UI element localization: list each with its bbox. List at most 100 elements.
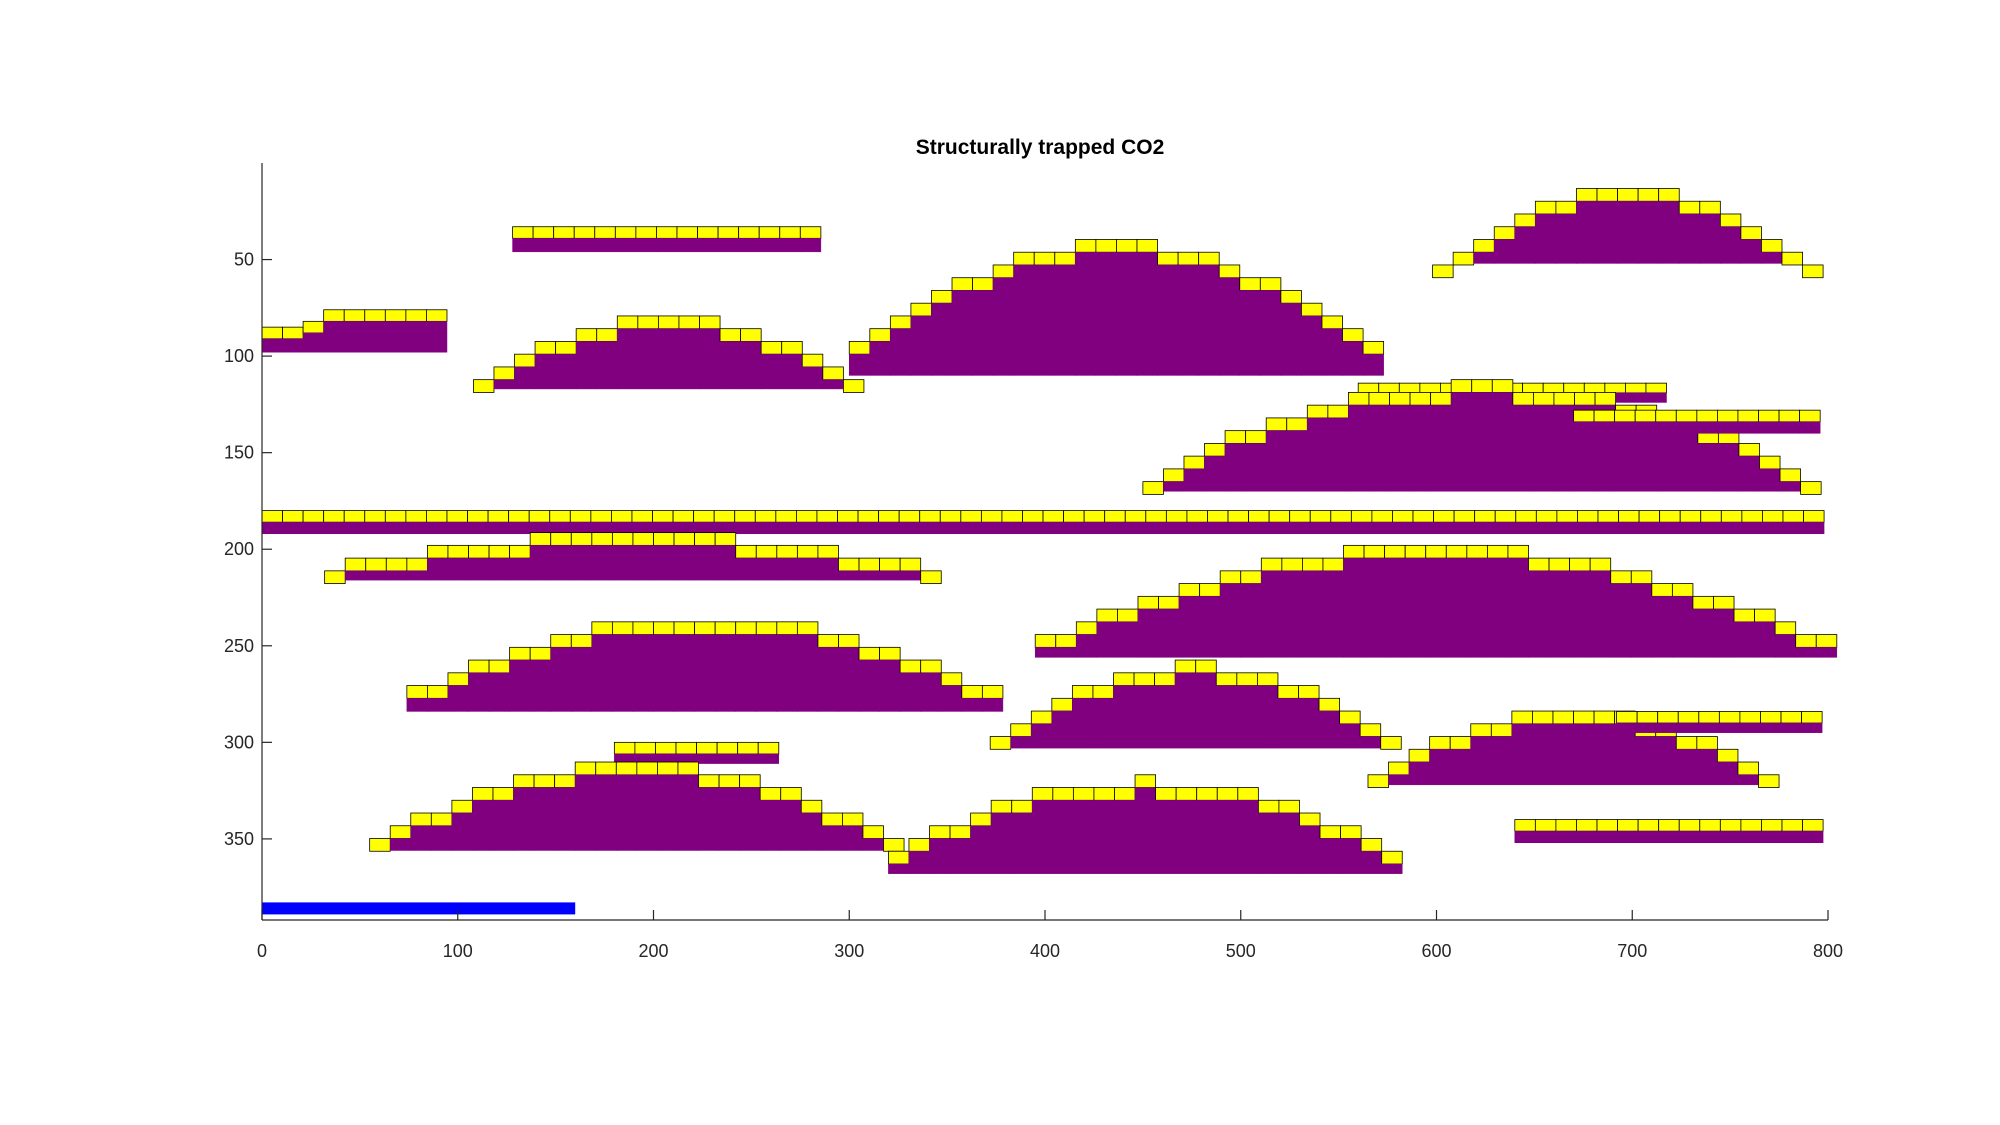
mobile-cell-7-50 <box>1289 510 1311 523</box>
mobile-cell-10-0 <box>406 685 428 699</box>
mobile-cell-14-1 <box>389 825 412 839</box>
mobile-cell-7-14 <box>549 510 571 523</box>
x-tick-label: 500 <box>1226 941 1256 961</box>
mobile-cell-10-22 <box>858 646 880 661</box>
mobile-cell-3-12 <box>719 328 741 342</box>
mobile-cell-6-9 <box>1327 404 1349 419</box>
trapped-cell-17-9 <box>1801 722 1823 733</box>
trapped-cell-12-7 <box>1511 723 1533 786</box>
mobile-cell-7-45 <box>1186 510 1208 523</box>
mobile-cell-10-15 <box>714 621 737 635</box>
mobile-cell-9-3 <box>1096 608 1118 623</box>
mobile-cell-2-10 <box>1637 188 1660 202</box>
trapped-cell-12-11 <box>1593 723 1615 786</box>
mobile-cell-7-8 <box>426 510 448 523</box>
mobile-cell-8-25 <box>838 557 860 572</box>
mobile-cell-9-8 <box>1199 583 1221 597</box>
trapped-cell-6-5 <box>1245 443 1267 492</box>
trapped-cell-16-0 <box>1514 830 1536 844</box>
trapped-cell-14-21 <box>801 812 823 851</box>
trapped-cell-14-12 <box>616 774 638 851</box>
trapped-cell-11-8 <box>1154 685 1176 749</box>
trapped-cell-3-3 <box>534 353 556 390</box>
mobile-cell-9-21 <box>1466 544 1488 559</box>
mobile-cell-10-23 <box>879 646 901 661</box>
trapped-cell-10-15 <box>714 634 736 712</box>
mobile-cell-3-3 <box>534 341 557 355</box>
mobile-cell-4-18 <box>1218 264 1241 279</box>
trapped-cell-18-10 <box>1778 421 1800 434</box>
mobile-cell-3-11 <box>699 315 721 330</box>
scale-bar-layer <box>262 902 576 915</box>
mobile-cell-9-30 <box>1651 583 1673 597</box>
trapped-cell-3-10 <box>678 328 700 390</box>
trapped-cell-7-69 <box>1679 521 1702 535</box>
trapped-cell-12-15 <box>1676 749 1698 786</box>
trapped-cell-7-72 <box>1741 521 1763 535</box>
mobile-cell-7-51 <box>1309 510 1332 523</box>
trapped-cell-10-18 <box>776 634 798 712</box>
trapped-cell-18-9 <box>1758 421 1780 434</box>
trapped-cell-6-8 <box>1307 417 1329 492</box>
y-tick-label: 250 <box>224 636 254 656</box>
trapped-cell-6-13 <box>1409 404 1431 492</box>
mobile-cell-4-22 <box>1301 302 1323 317</box>
y-tick-label: 300 <box>224 732 254 752</box>
mobile-cell-3-1 <box>493 366 515 381</box>
mobile-cell-6-19 <box>1533 392 1555 406</box>
mobile-cell-7-60 <box>1494 510 1517 523</box>
trapped-cell-15-6 <box>1011 812 1033 874</box>
trapped-cell-8-23 <box>797 557 819 581</box>
trapped-cell-6-7 <box>1286 430 1308 492</box>
mobile-cell-8-1 <box>344 557 367 572</box>
trapped-cell-0-2 <box>302 332 324 353</box>
trapped-cell-6-3 <box>1204 455 1226 492</box>
trapped-cell-7-33 <box>940 521 962 535</box>
mobile-cell-8-13 <box>591 532 613 546</box>
mobile-cell-5-8 <box>1522 382 1544 394</box>
trapped-cell-8-24 <box>817 557 839 581</box>
trapped-cell-6-17 <box>1492 392 1514 492</box>
trapped-cell-7-10 <box>467 521 489 535</box>
mobile-cell-7-31 <box>898 510 921 523</box>
trapped-cell-9-19 <box>1425 557 1447 658</box>
chart-title: Structurally trapped CO2 <box>916 136 1165 159</box>
mobile-cell-3-13 <box>740 328 762 342</box>
mobile-cell-7-65 <box>1597 510 1619 523</box>
trapped-cell-7-0 <box>261 521 283 535</box>
x-tick-label: 0 <box>257 941 267 961</box>
mobile-cell-7-54 <box>1371 510 1393 523</box>
trapped-cell-14-23 <box>842 825 864 851</box>
mobile-cell-15-1 <box>908 838 930 852</box>
trapped-cell-7-3 <box>323 521 345 535</box>
trapped-cell-15-0 <box>888 863 910 874</box>
mobile-cell-5-14 <box>1645 382 1667 394</box>
mobile-cell-6-7 <box>1286 417 1308 432</box>
trapped-cell-7-49 <box>1268 521 1290 535</box>
mobile-cell-4-25 <box>1362 341 1385 355</box>
trapped-cell-7-19 <box>652 521 674 535</box>
mobile-cell-14-0 <box>369 838 391 852</box>
mobile-cell-8-23 <box>796 544 819 559</box>
mobile-cell-10-25 <box>920 659 942 674</box>
mobile-cell-2-13 <box>1699 200 1721 215</box>
trapped-cell-9-11 <box>1261 570 1283 658</box>
trapped-cell-14-17 <box>718 787 740 851</box>
trapped-cell-7-43 <box>1145 521 1167 535</box>
trapped-cell-1-0 <box>512 238 534 253</box>
trapped-cell-8-18 <box>694 545 716 581</box>
mobile-cell-10-26 <box>940 672 963 686</box>
mobile-cell-17-1 <box>1636 711 1659 724</box>
y-tick-label: 50 <box>234 250 254 270</box>
mobile-cell-9-13 <box>1302 557 1324 572</box>
mobile-cell-7-66 <box>1618 510 1640 523</box>
mobile-cell-7-2 <box>302 510 325 523</box>
trapped-cell-16-9 <box>1699 830 1721 844</box>
trapped-cell-2-7 <box>1576 200 1598 264</box>
trapped-cell-7-71 <box>1721 521 1743 535</box>
trapped-cell-11-16 <box>1318 710 1340 749</box>
trapped-cell-14-6 <box>492 800 514 851</box>
mobile-cell-5-12 <box>1604 382 1626 394</box>
mobile-cell-6-32 <box>1800 481 1822 495</box>
trapped-cell-3-2 <box>514 366 536 390</box>
